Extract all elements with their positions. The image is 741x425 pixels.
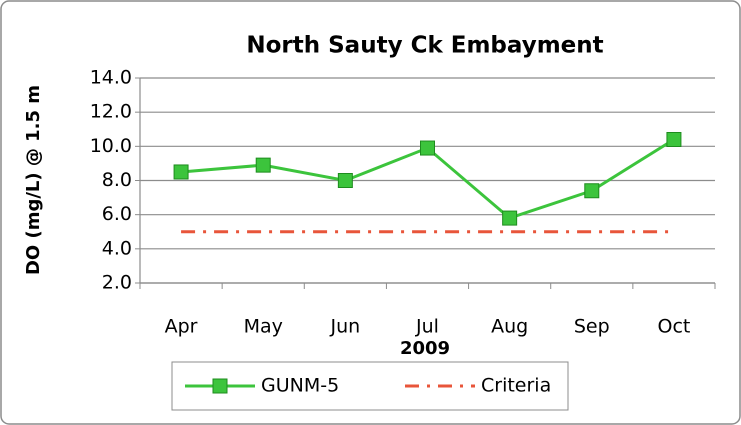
y-tick-label: 8.0 [102, 169, 132, 191]
x-tick-label: Sep [574, 316, 610, 338]
x-tick-label: Apr [165, 316, 198, 338]
chart-title: North Sauty Ck Embayment [246, 33, 603, 59]
point [502, 210, 518, 226]
y-tick-label: 10.0 [90, 135, 132, 157]
x-axis-label: 2009 [400, 338, 450, 359]
point [584, 183, 600, 199]
x-tick-label: May [244, 316, 283, 338]
point [420, 140, 435, 156]
y-tick-label: 14.0 [90, 67, 132, 89]
legend-marker [212, 378, 228, 394]
point [173, 164, 189, 180]
y-tick-label: 4.0 [102, 237, 132, 259]
point [255, 157, 271, 173]
point [337, 173, 353, 188]
y-tick-label: 12.0 [90, 101, 132, 123]
legend-label: Criteria [481, 375, 551, 397]
x-tick-label: Aug [491, 316, 528, 338]
x-tick-label: Jun [330, 316, 361, 338]
x-tick-label: Oct [657, 316, 690, 338]
legend-label: GUNM-5 [261, 375, 339, 397]
y-tick-label: 6.0 [102, 203, 132, 225]
point [666, 132, 682, 147]
y-tick-label: 2.0 [102, 272, 132, 294]
x-tick-label: Jul [415, 316, 439, 338]
y-axis-label: DO (mg/L) @ 1.5 m [23, 85, 44, 275]
